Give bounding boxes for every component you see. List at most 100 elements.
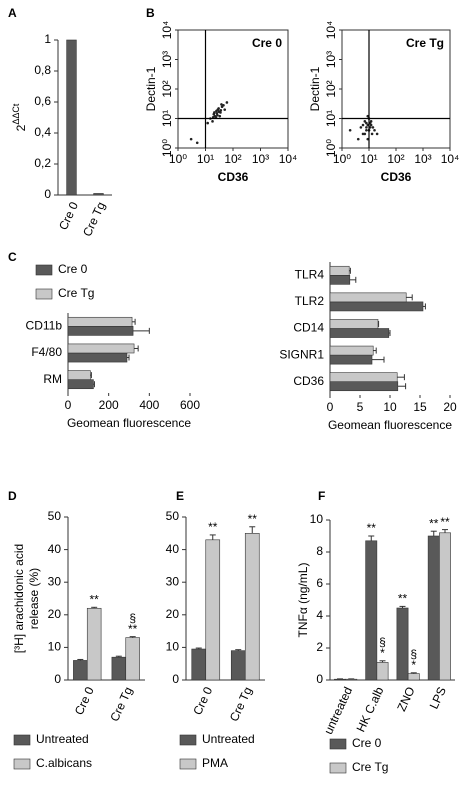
y-tick-label: 10	[310, 512, 324, 526]
significance-label: **	[248, 512, 258, 526]
legend-swatch	[179, 734, 197, 746]
scatter-point	[225, 101, 229, 104]
y-tick-label: 0,6	[34, 94, 51, 108]
y-tick-label: 0	[172, 672, 179, 686]
bar	[329, 265, 350, 276]
y-axis-label-base: 2	[14, 124, 28, 131]
bar	[329, 345, 374, 356]
y-tick-label: 30	[166, 574, 180, 588]
x-axis-label: CD36	[381, 170, 412, 184]
legend-label: PMA	[202, 756, 228, 770]
y-tick-label: F4/80	[31, 345, 62, 359]
y-tick-label: 0	[44, 187, 51, 201]
bar	[329, 381, 399, 392]
scatter-point	[363, 120, 367, 123]
y-tick-label: 20	[166, 607, 180, 621]
y-axis-label: Dectin-1	[144, 66, 158, 111]
x-tick-label: 20	[443, 400, 457, 414]
x-tick-label: 10²	[387, 152, 404, 166]
legend-label: Cre Tg	[352, 760, 388, 774]
bar	[67, 379, 94, 390]
scatter-point	[359, 126, 363, 129]
y-tick-label: 10⁰	[160, 139, 174, 157]
bar	[329, 328, 390, 338]
bar	[205, 539, 221, 681]
bar	[329, 372, 398, 383]
scatter-point	[369, 120, 373, 123]
y-tick-label: 8	[316, 544, 323, 558]
x-tick-label: 15	[413, 400, 427, 414]
legend-swatch	[35, 264, 53, 276]
legend-label: Cre 0	[352, 736, 382, 750]
legend-label: Untreated	[36, 732, 89, 746]
x-tick-label: LPS	[427, 685, 449, 711]
y-tick-label: 10⁴	[160, 21, 174, 40]
y-tick-label: CD11b	[26, 319, 63, 333]
x-tick-label: 10¹	[360, 152, 377, 166]
scatter-point	[189, 137, 193, 141]
y-tick-label: 10³	[160, 51, 174, 68]
y-tick-label: 50	[166, 509, 180, 523]
y-tick-label: 0,8	[34, 63, 51, 77]
y-tick-label: 4	[316, 608, 323, 622]
x-tick-label: Cre Tg	[80, 200, 108, 239]
significance-label: **	[208, 520, 218, 534]
significance-label: §	[379, 635, 386, 649]
y-tick-label: 0	[54, 672, 61, 686]
y-tick-label: 2	[316, 640, 323, 654]
y-tick-label: 10²	[160, 80, 174, 97]
x-tick-label: 10	[383, 400, 397, 414]
y-tick-label: 30	[48, 574, 62, 588]
bar	[439, 532, 451, 681]
y-tick-label: 10³	[324, 51, 338, 68]
scatter-point	[213, 111, 216, 114]
scatter-point	[222, 104, 225, 107]
scatter-point	[375, 132, 379, 136]
bar	[365, 540, 378, 681]
bar	[111, 656, 127, 681]
x-tick-label: Cre Tg	[227, 685, 255, 724]
y-tick-label: 10⁴	[324, 21, 338, 40]
y-tick-label: SIGNR1	[279, 347, 324, 361]
x-tick-label: untreated	[321, 685, 355, 737]
y-tick-label: 40	[166, 542, 180, 556]
scatter-point	[218, 114, 222, 118]
scatter-point	[373, 128, 376, 132]
x-tick-label: 10⁴	[279, 152, 298, 166]
x-tick-label: 200	[99, 398, 119, 412]
x-tick-label: Cre 0	[72, 684, 97, 717]
bar	[329, 274, 351, 285]
significance-label: *	[380, 646, 385, 660]
scatter-point	[195, 141, 199, 145]
legend-label: Untreated	[202, 732, 255, 746]
bar	[67, 326, 134, 336]
y-tick-label: 10	[48, 640, 62, 654]
panel-letter: E	[176, 489, 184, 503]
bar	[93, 193, 104, 196]
significance-label: **	[367, 521, 377, 535]
panel-letter: D	[8, 489, 17, 503]
y-tick-label: CD14	[293, 321, 324, 335]
legend-label: Cre Tg	[58, 286, 94, 300]
bar	[396, 607, 409, 681]
panel-letter: B	[146, 6, 155, 20]
scatter-point	[211, 120, 214, 123]
legend-swatch	[13, 734, 31, 746]
y-axis-label-base: TNFα (ng/mL)	[296, 563, 310, 638]
x-tick-label: 10³	[252, 152, 269, 166]
x-tick-label: 0	[327, 400, 334, 414]
x-axis-label: Geomean fluorescence	[67, 416, 191, 430]
y-tick-label: TLR2	[295, 294, 325, 308]
significance-label: *	[411, 658, 416, 672]
y-tick-label: 10¹	[160, 110, 174, 127]
significance-label: **	[128, 622, 138, 636]
y-axis-label: [³H] arachidonic acid	[12, 544, 26, 653]
panel-letter: F	[318, 489, 325, 503]
y-tick-label: 0,2	[34, 156, 51, 170]
scatter-point	[223, 108, 227, 111]
x-tick-label: Cre 0	[190, 684, 215, 717]
bar	[67, 316, 133, 327]
x-tick-label: 10⁴	[441, 152, 460, 166]
